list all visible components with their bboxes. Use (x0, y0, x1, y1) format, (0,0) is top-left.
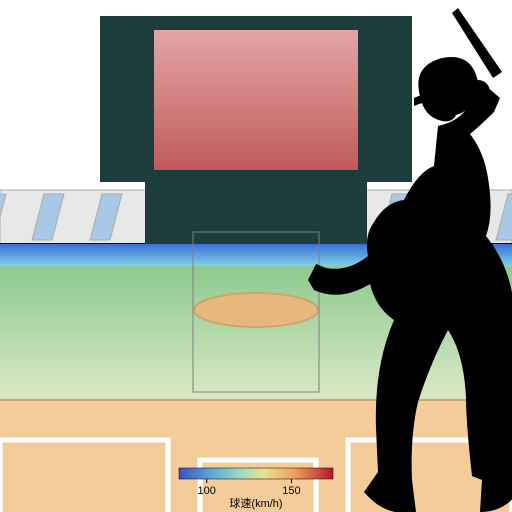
legend-label: 球速(km/h) (229, 496, 282, 510)
infield-dirt (0, 400, 512, 512)
scoreboard (100, 16, 412, 244)
svg-text:150: 150 (282, 485, 300, 497)
pitchers-mound (194, 293, 318, 327)
svg-text:100: 100 (198, 485, 216, 497)
scoreboard-screen (154, 30, 358, 170)
